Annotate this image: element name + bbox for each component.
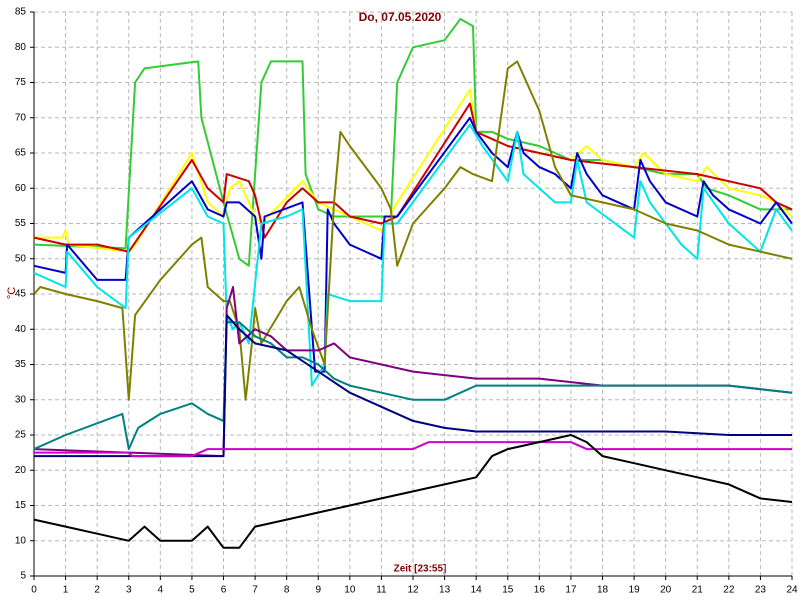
x-tick-label: 2	[94, 585, 100, 596]
y-tick-label: 65	[15, 148, 27, 159]
y-tick-label: 75	[15, 77, 27, 88]
x-tick-label: 12	[407, 585, 419, 596]
y-tick-label: 60	[15, 183, 27, 194]
data-line	[33, 321, 793, 451]
data-line	[33, 123, 793, 387]
y-axis-label: °C	[6, 287, 18, 299]
data-line	[34, 314, 792, 458]
data-line	[33, 102, 793, 253]
x-tick-label: 20	[660, 585, 672, 596]
y-tick-label: 35	[15, 359, 27, 370]
y-tick-label: 25	[15, 430, 27, 441]
data-line	[33, 60, 793, 401]
x-tick-label: 7	[252, 585, 258, 596]
y-tick-label: 80	[15, 42, 27, 53]
data-line	[33, 434, 793, 549]
data-line	[33, 116, 793, 373]
x-tick-label: 22	[723, 585, 735, 596]
x-tick-label: 8	[284, 585, 290, 596]
y-tick-label: 70	[15, 112, 27, 123]
x-tick-label: 0	[31, 585, 37, 596]
y-tick-label: 40	[15, 324, 27, 335]
x-tick-label: 14	[471, 585, 483, 596]
chart-title: Do, 07.05.2020	[359, 10, 442, 24]
y-tick-label: 55	[15, 218, 27, 229]
x-tick-label: 1	[63, 585, 69, 596]
data-line	[34, 88, 793, 253]
data-line	[34, 441, 792, 458]
x-tick-label: 19	[629, 585, 641, 596]
x-tick-label: 15	[502, 585, 514, 596]
x-tick-label: 6	[221, 585, 227, 596]
x-tick-label: 16	[534, 585, 546, 596]
x-tick-label: 17	[565, 585, 577, 596]
data-line	[33, 18, 792, 267]
y-tick-label: 5	[20, 571, 26, 582]
x-tick-label: 10	[344, 585, 356, 596]
y-tick-label: 50	[15, 253, 27, 264]
y-tick-label: 20	[15, 465, 27, 476]
x-axis-label: Zeit [23:55]	[394, 564, 447, 575]
y-tick-label: 85	[15, 7, 27, 18]
x-tick-label: 13	[439, 585, 451, 596]
x-tick-label: 23	[755, 585, 767, 596]
x-tick-label: 18	[597, 585, 609, 596]
x-tick-label: 9	[315, 585, 321, 596]
x-tick-label: 4	[158, 585, 164, 596]
x-tick-label: 5	[189, 585, 195, 596]
y-tick-label: 30	[15, 394, 27, 405]
x-tick-label: 24	[786, 585, 798, 596]
y-tick-label: 45	[15, 289, 27, 300]
y-tick-label: 15	[15, 500, 27, 511]
y-tick-label: 10	[15, 535, 27, 546]
x-tick-label: 3	[126, 585, 132, 596]
x-tick-label: 21	[692, 585, 704, 596]
x-tick-label: 11	[376, 585, 387, 596]
